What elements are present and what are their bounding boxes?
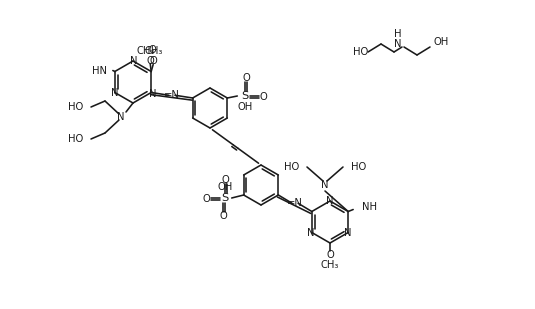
- Text: N: N: [130, 56, 137, 66]
- Text: S: S: [221, 193, 228, 203]
- Text: O: O: [259, 92, 267, 102]
- Text: NH: NH: [362, 201, 377, 211]
- Text: N: N: [307, 228, 315, 239]
- Text: O: O: [148, 44, 156, 54]
- Text: O: O: [220, 211, 227, 221]
- Text: CH₃: CH₃: [137, 45, 155, 56]
- Text: HO: HO: [68, 134, 83, 144]
- Text: N: N: [326, 196, 334, 206]
- Text: N: N: [345, 227, 352, 238]
- Text: O: O: [146, 56, 154, 66]
- Text: O: O: [203, 194, 211, 204]
- Text: HN: HN: [92, 66, 107, 75]
- Text: CH₃: CH₃: [145, 45, 163, 56]
- Text: CH₃: CH₃: [321, 260, 339, 270]
- Text: O: O: [149, 56, 157, 66]
- Text: O: O: [222, 175, 230, 185]
- Text: OH: OH: [238, 102, 253, 112]
- Text: H: H: [394, 29, 402, 39]
- Text: OH: OH: [217, 182, 232, 192]
- Text: N: N: [111, 87, 119, 98]
- Text: HO: HO: [68, 102, 83, 112]
- Text: N: N: [117, 112, 125, 122]
- Text: HO: HO: [284, 162, 299, 172]
- Text: N: N: [321, 180, 328, 190]
- Text: N: N: [149, 88, 157, 99]
- Text: O: O: [326, 250, 334, 260]
- Text: HO: HO: [351, 162, 366, 172]
- Text: HO: HO: [353, 47, 368, 57]
- Text: OH: OH: [434, 37, 449, 47]
- Text: =N: =N: [287, 198, 303, 208]
- Text: =N: =N: [164, 90, 180, 100]
- Text: O: O: [242, 73, 250, 83]
- Text: N: N: [394, 39, 402, 49]
- Text: S: S: [242, 91, 249, 101]
